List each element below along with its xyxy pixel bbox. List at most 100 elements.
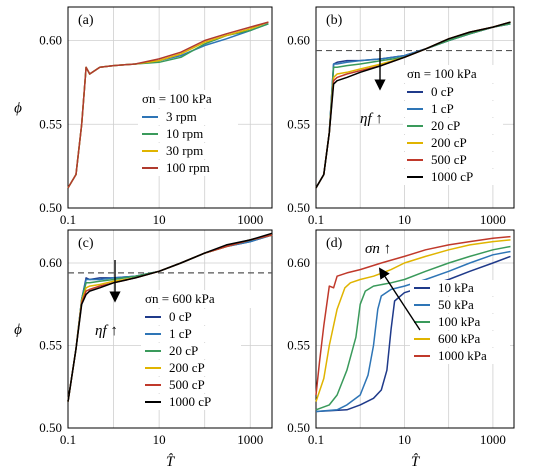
series-line-1000-cP (67, 232, 273, 402)
legend-entry-bg (141, 343, 241, 359)
legend-title: σn = 100 kPa (407, 66, 477, 81)
legend-entry-label: 20 cP (169, 343, 198, 358)
legend-entry-bg (138, 109, 238, 125)
series-line-10-kPa (315, 255, 511, 413)
x-tick-label: 1000 (237, 212, 263, 227)
y-tick-label: 0.50 (39, 200, 62, 215)
legend-entry-label: 1 cP (431, 101, 454, 116)
legend-entry-bg (403, 84, 503, 100)
legend-entry-bg (141, 394, 241, 410)
x-tick-label: 10 (398, 432, 411, 447)
y-tick-label: 0.55 (287, 116, 310, 131)
panel-1: 0.50 0.55 0.60 0.1 10 1000 ϕ (a) σn = 100 kPa 3 r… (14, 6, 273, 227)
legend-entry-label: 0 cP (169, 309, 192, 324)
y-tick-label: 0.60 (39, 255, 62, 270)
series-line-100-kPa (315, 245, 511, 411)
legend-entry-label: 1000 cP (169, 394, 211, 409)
y-tick-label: 0.55 (39, 116, 62, 131)
y-tick-label: 0.50 (287, 420, 310, 435)
legend-entry-label: 200 cP (431, 135, 467, 150)
plot-frame (315, 6, 515, 209)
series-line-600-kPa (315, 239, 511, 402)
legend-entry-bg (138, 126, 238, 142)
legend-entry-bg (138, 160, 238, 176)
legend-title: σn = 100 kPa (142, 91, 212, 106)
y-tick-label: 0.50 (287, 200, 310, 215)
legend-entry-label: 100 kPa (438, 314, 480, 329)
x-tick-label: 1000 (480, 212, 506, 227)
annotation-arrow (378, 267, 421, 331)
x-tick-label: 10 (398, 212, 411, 227)
legend-entry-bg (410, 331, 510, 347)
x-tick-label: 1000 (480, 432, 506, 447)
plot-frame (315, 229, 515, 429)
panel-label: (b) (326, 13, 343, 28)
legend-entry-bg (410, 297, 510, 313)
panel-2: 0.50 0.55 0.60 0.1 10 1000 (b) σn = 100 kPa 0 cP… (287, 6, 515, 227)
legend-entry-label: 10 kPa (438, 280, 474, 295)
annotation-label: ηf ↑ (360, 111, 383, 127)
panel-3: 0.50 0.55 0.60 0.1 10 1000 ϕ T̂ (c) σn = 600 kPa 0… (14, 229, 273, 470)
plot-frame (67, 229, 273, 429)
y-tick-label: 0.55 (39, 338, 62, 353)
legend-entry-label: 1 cP (169, 326, 192, 341)
legend-entry-bg (403, 135, 503, 151)
y-tick-label: 0.60 (287, 33, 310, 48)
legend-entry-bg (403, 118, 503, 134)
legend-entry-label: 200 cP (169, 360, 205, 375)
legend-entry-bg (410, 348, 510, 364)
legend-entry-bg (141, 377, 241, 393)
x-tick-label: 0.1 (308, 212, 324, 227)
legend-entry-label: 1000 kPa (438, 348, 487, 363)
legend-entry-bg (141, 326, 241, 342)
legend-entry-bg (403, 169, 503, 185)
legend-entry-bg (138, 143, 238, 159)
legend-entry-label: 600 kPa (438, 331, 480, 346)
legend-title-bg (403, 65, 513, 83)
y-tick-label: 0.60 (287, 255, 310, 270)
legend-entry-bg (403, 101, 503, 117)
x-axis-label: T̂ (411, 454, 421, 470)
series-line-1000-kPa (315, 235, 511, 396)
legend-entry-bg (141, 309, 241, 325)
legend-entry-label: 0 cP (431, 84, 454, 99)
y-tick-label: 0.60 (39, 33, 62, 48)
annotation-label: σn ↑ (365, 241, 391, 257)
legend-entry-label: 500 cP (431, 152, 467, 167)
y-axis-label: ϕ (14, 322, 22, 338)
legend-entry-bg (410, 314, 510, 330)
series-line-100-rpm (67, 21, 269, 189)
legend-title-bg (138, 90, 248, 108)
x-axis-label: T̂ (166, 454, 176, 470)
y-tick-label: 0.50 (39, 420, 62, 435)
legend-entry-bg (403, 152, 503, 168)
series-line-50-kPa (315, 250, 511, 413)
x-tick-label: 1000 (237, 432, 263, 447)
legend-entry-bg (141, 360, 241, 376)
legend-entry-label: 20 cP (431, 118, 460, 133)
legend-title: σn = 600 kPa (145, 291, 215, 306)
legend-entry-label: 500 cP (169, 377, 205, 392)
legend-entry-bg (410, 280, 510, 296)
plot-frame (67, 6, 273, 209)
legend-entry-label: 100 rpm (166, 160, 210, 175)
x-tick-label: 10 (153, 212, 166, 227)
panel-label: (d) (326, 236, 343, 251)
panel-4: 0.50 0.55 0.60 0.1 10 1000 T̂ (d) 10 kPa 50 kPa 10… (287, 229, 515, 470)
y-axis-label: ϕ (14, 101, 22, 117)
legend-entry-label: 3 rpm (166, 109, 197, 124)
annotation-label: ηf ↑ (95, 323, 118, 339)
x-tick-label: 0.1 (308, 432, 324, 447)
legend-entry-label: 30 rpm (166, 143, 203, 158)
x-tick-label: 0.1 (60, 212, 76, 227)
series-line-1000-cP (315, 21, 511, 189)
legend-entry-label: 10 rpm (166, 126, 203, 141)
legend-entry-label: 1000 cP (431, 169, 473, 184)
panel-label: (a) (78, 13, 94, 28)
panel-label: (c) (78, 236, 94, 251)
y-tick-label: 0.55 (287, 338, 310, 353)
legend-entry-label: 50 kPa (438, 297, 474, 312)
x-tick-label: 0.1 (60, 432, 76, 447)
x-tick-label: 10 (153, 432, 166, 447)
